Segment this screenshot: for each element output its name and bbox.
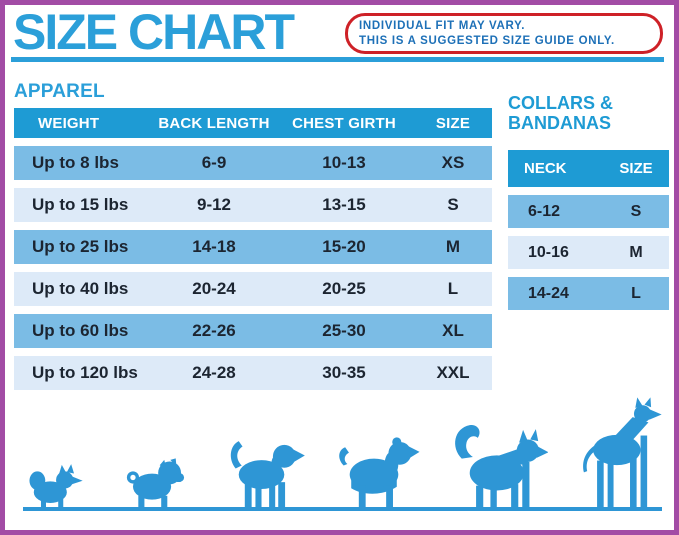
cell-weight: Up to 8 lbs	[32, 153, 119, 172]
page-title: SIZE CHART	[13, 4, 295, 60]
cell-weight: Up to 40 lbs	[32, 279, 129, 298]
table-row: Up to 25 lbs 14-18 15-20 M	[14, 230, 492, 264]
cell-back-length: 22-26	[192, 321, 236, 340]
column-header-weight: WEIGHT	[38, 114, 100, 132]
apparel-heading: APPAREL	[14, 81, 105, 102]
cell-size: L	[447, 279, 459, 298]
beagle-silhouette-icon	[230, 441, 305, 508]
ground-line	[23, 507, 662, 511]
cell-back-length: 24-28	[192, 363, 236, 382]
cell-size: L	[631, 284, 641, 302]
husky-silhouette-icon	[454, 424, 549, 508]
cell-back-length: 14-18	[192, 237, 236, 256]
cell-back-length: 20-24	[192, 279, 236, 298]
table-row: Up to 120 lbs 24-28 30-35 XXL	[14, 356, 492, 390]
fit-disclaimer-note: INDIVIDUAL FIT MAY VARY. THIS IS A SUGGE…	[345, 13, 663, 54]
table-row: Up to 8 lbs 6-9 10-13 XS	[14, 146, 492, 180]
cell-size: M	[629, 243, 643, 261]
table-row: Up to 60 lbs 22-26 25-30 XL	[14, 314, 492, 348]
cell-weight: Up to 120 lbs	[32, 363, 138, 382]
collars-table: NECK SIZE 6-12 S 10-16 M 14-24 L	[508, 150, 669, 318]
apparel-table: WEIGHT BACK LENGTH CHEST GIRTH SIZE Up t…	[14, 108, 492, 398]
collars-heading: COLLARS & BANDANAS	[508, 93, 613, 133]
table-row: 14-24 L	[508, 277, 669, 310]
table-row: 6-12 S	[508, 195, 669, 228]
cell-size: XL	[442, 321, 464, 340]
cell-size: XXL	[436, 363, 470, 382]
pomeranian-silhouette-icon	[29, 464, 83, 508]
cell-back-length: 6-9	[201, 153, 227, 172]
column-header-chest-girth: CHEST GIRTH	[292, 114, 396, 132]
column-header-back-length: BACK LENGTH	[158, 114, 270, 132]
cell-size: M	[445, 237, 461, 256]
cell-chest-girth: 15-20	[322, 237, 366, 256]
collars-heading-line-2: BANDANAS	[508, 113, 611, 133]
cell-chest-girth: 10-13	[322, 153, 366, 172]
cell-weight: Up to 15 lbs	[32, 195, 129, 214]
cell-back-length: 9-12	[196, 195, 232, 214]
cell-weight: Up to 60 lbs	[32, 321, 129, 340]
note-line-2: THIS IS A SUGGESTED SIZE GUIDE ONLY.	[359, 34, 615, 47]
collars-heading-line-1: COLLARS &	[508, 93, 613, 113]
cell-chest-girth: 20-25	[322, 279, 366, 298]
cell-size: S	[447, 195, 459, 214]
table-row: Up to 15 lbs 9-12 13-15 S	[14, 188, 492, 222]
title-underline	[11, 57, 664, 62]
cell-chest-girth: 13-15	[322, 195, 366, 214]
cell-weight: Up to 25 lbs	[32, 237, 129, 256]
collars-header-row: NECK SIZE	[508, 150, 669, 187]
column-header-neck: NECK	[524, 160, 567, 177]
cell-chest-girth: 25-30	[322, 321, 366, 340]
cell-neck: 6-12	[528, 202, 561, 220]
great-dane-silhouette-icon	[583, 397, 662, 508]
apparel-header-row: WEIGHT BACK LENGTH CHEST GIRTH SIZE	[14, 108, 492, 138]
cell-neck: 14-24	[528, 284, 569, 302]
dog-silhouettes-strip	[23, 396, 662, 508]
column-header-size: SIZE	[435, 114, 471, 132]
cell-chest-girth: 30-35	[322, 363, 366, 382]
cell-size: S	[630, 202, 642, 220]
column-header-size: SIZE	[619, 160, 653, 177]
pug-silhouette-icon	[126, 458, 185, 508]
table-row: 10-16 M	[508, 236, 669, 269]
note-line-1: INDIVIDUAL FIT MAY VARY.	[359, 19, 526, 32]
table-row: Up to 40 lbs 20-24 20-25 L	[14, 272, 492, 306]
cocker-spaniel-silhouette-icon	[339, 437, 420, 508]
cell-size: XS	[441, 153, 465, 172]
cell-neck: 10-16	[528, 243, 569, 261]
